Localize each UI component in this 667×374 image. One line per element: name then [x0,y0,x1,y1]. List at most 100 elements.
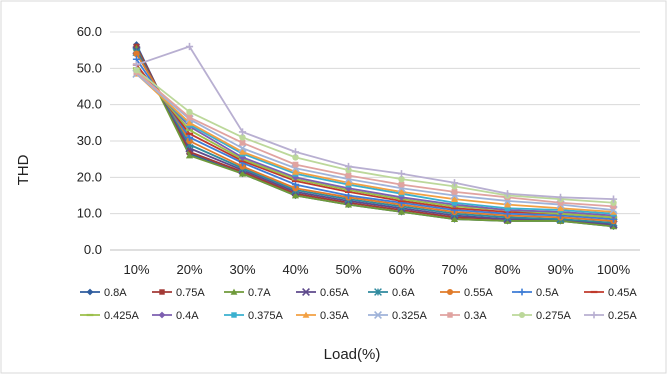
legend-swatch-marker [518,288,526,296]
legend-item: 0.4A [152,310,199,322]
data-point [344,200,353,208]
legend-label: 0.45A [608,287,637,299]
data-point [397,170,406,178]
series-line [135,71,614,208]
data-point [291,191,300,199]
data-point [504,205,511,212]
series-line [135,69,614,217]
legend-label: 0.325A [392,310,428,322]
series-lines [132,41,618,230]
data-point [397,208,406,215]
data-point [397,188,406,195]
series-line [135,64,614,219]
data-point [292,184,299,192]
series-line [135,58,614,221]
data-point [503,190,512,198]
x-tick-label: 20% [176,262,202,277]
legend-item: 0.8A [80,287,127,299]
legend-label: 0.375A [248,310,284,322]
data-point [186,149,193,155]
y-tick-label: 10.0 [77,206,102,221]
data-point [239,134,246,141]
legend-swatch-marker [446,288,454,296]
x-tick-label: 90% [547,262,573,277]
legend-label: 0.6A [392,287,415,299]
series-line [135,49,614,226]
data-point [186,114,193,121]
y-tick-label: 20.0 [77,169,102,184]
legend-item: 0.75A [152,287,205,299]
legend-label: 0.65A [320,287,349,299]
legend-swatch-marker [158,311,166,319]
data-point [186,108,193,116]
legend-label: 0.75A [176,287,205,299]
data-point [398,175,405,183]
data-point [557,199,564,206]
legend-label: 0.5A [536,287,559,299]
x-tick-label: 50% [335,262,361,277]
data-point [345,166,352,174]
data-point [609,195,618,203]
y-axis-title: THD [15,154,32,185]
x-tick-label: 10% [123,262,149,277]
legend-swatch-marker [302,288,310,296]
x-tick-labels: 10% 20% 30% 40% 50% 60% 70% 80% 90% 100% [123,262,630,277]
series-line [135,46,614,226]
legend-swatch-marker [230,288,238,295]
legend-label: 0.55A [464,287,493,299]
legend-item: 0.35A [296,310,349,322]
data-point [185,42,194,51]
y-tick-label: 30.0 [77,133,102,148]
data-point [450,215,459,222]
legend-swatch-marker [159,289,165,295]
series-line [135,73,614,213]
series-line [135,53,614,222]
legend-label: 0.7A [248,287,271,299]
legend-label: 0.25A [608,310,637,322]
data-point [556,193,565,201]
data-point [451,188,458,195]
legend-label: 0.35A [320,310,349,322]
data-point [292,161,299,168]
legend-item: 0.6A [368,287,415,299]
data-point [185,119,194,126]
legend-item: 0.25A [584,310,637,322]
data-point [344,191,353,200]
series-line [136,45,614,201]
data-point [291,148,300,156]
data-point [238,170,247,177]
data-point [610,199,617,207]
legend-swatch-marker [590,311,598,319]
series-line [135,71,614,215]
y-tick-label: 0.0 [84,242,102,257]
x-tick-label: 40% [282,262,308,277]
legend-swatch-marker [374,288,382,296]
data-point [292,154,299,161]
x-axis-title: Load(%) [324,346,381,363]
data-point [133,50,140,58]
y-tick-label: 50.0 [77,60,102,75]
legend-item: 0.375A [224,310,284,322]
legend-item: 0.275A [512,310,572,322]
data-point [291,168,300,175]
data-point [503,200,512,208]
legend-swatch-marker [447,312,453,318]
series-line [135,73,614,211]
data-point [238,128,247,136]
data-point [186,137,193,145]
data-point [610,203,617,210]
legend-swatch-marker [374,311,382,319]
data-point [185,133,194,141]
legend-label: 0.8A [104,287,127,299]
legend-item: 0.7A [224,287,271,299]
legend-swatch-marker [86,288,94,296]
legend-item: 0.425A [80,310,140,322]
legend: 0.8A 0.75A 0.7A 0.65A 0.6A 0.55A 0.5A 0.45A 0.42… [80,287,637,322]
data-point [556,204,565,212]
series-0.25A [132,42,618,203]
data-point [238,148,247,155]
data-point [239,139,246,146]
data-point [344,179,353,186]
legend-label: 0.275A [536,310,572,322]
series-line [135,51,614,224]
